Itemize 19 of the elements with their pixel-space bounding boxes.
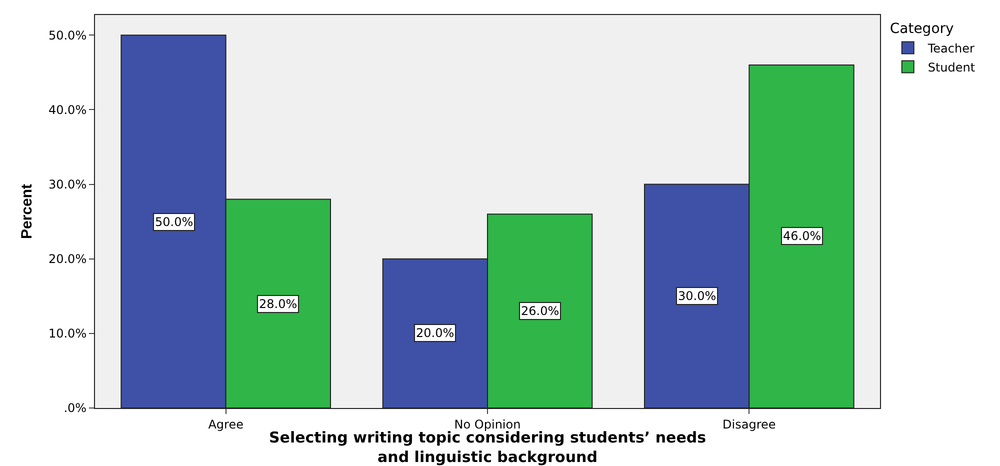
data-label: 46.0% <box>783 229 822 243</box>
y-tick-label: 40.0% <box>48 102 87 117</box>
y-axis-title: Percent <box>18 184 36 240</box>
y-tick-label: 50.0% <box>48 28 87 42</box>
x-tick-label: Disagree <box>722 417 776 432</box>
y-tick-label: 20.0% <box>48 252 87 266</box>
legend-title: Category <box>890 21 954 38</box>
y-tick-label: 30.0% <box>48 177 87 192</box>
y-tick-label: .0% <box>64 401 87 416</box>
legend-label: Teacher <box>926 41 974 56</box>
x-tick-label: No Opinion <box>454 417 521 432</box>
data-label: 30.0% <box>678 289 716 303</box>
data-label: 26.0% <box>521 304 560 318</box>
y-tick-label: 10.0% <box>48 326 87 341</box>
data-label: 50.0% <box>155 215 194 229</box>
data-label: 20.0% <box>416 326 454 340</box>
legend-label: Student <box>928 60 976 74</box>
x-tick-label: Agree <box>208 417 244 432</box>
data-label: 28.0% <box>259 297 298 311</box>
